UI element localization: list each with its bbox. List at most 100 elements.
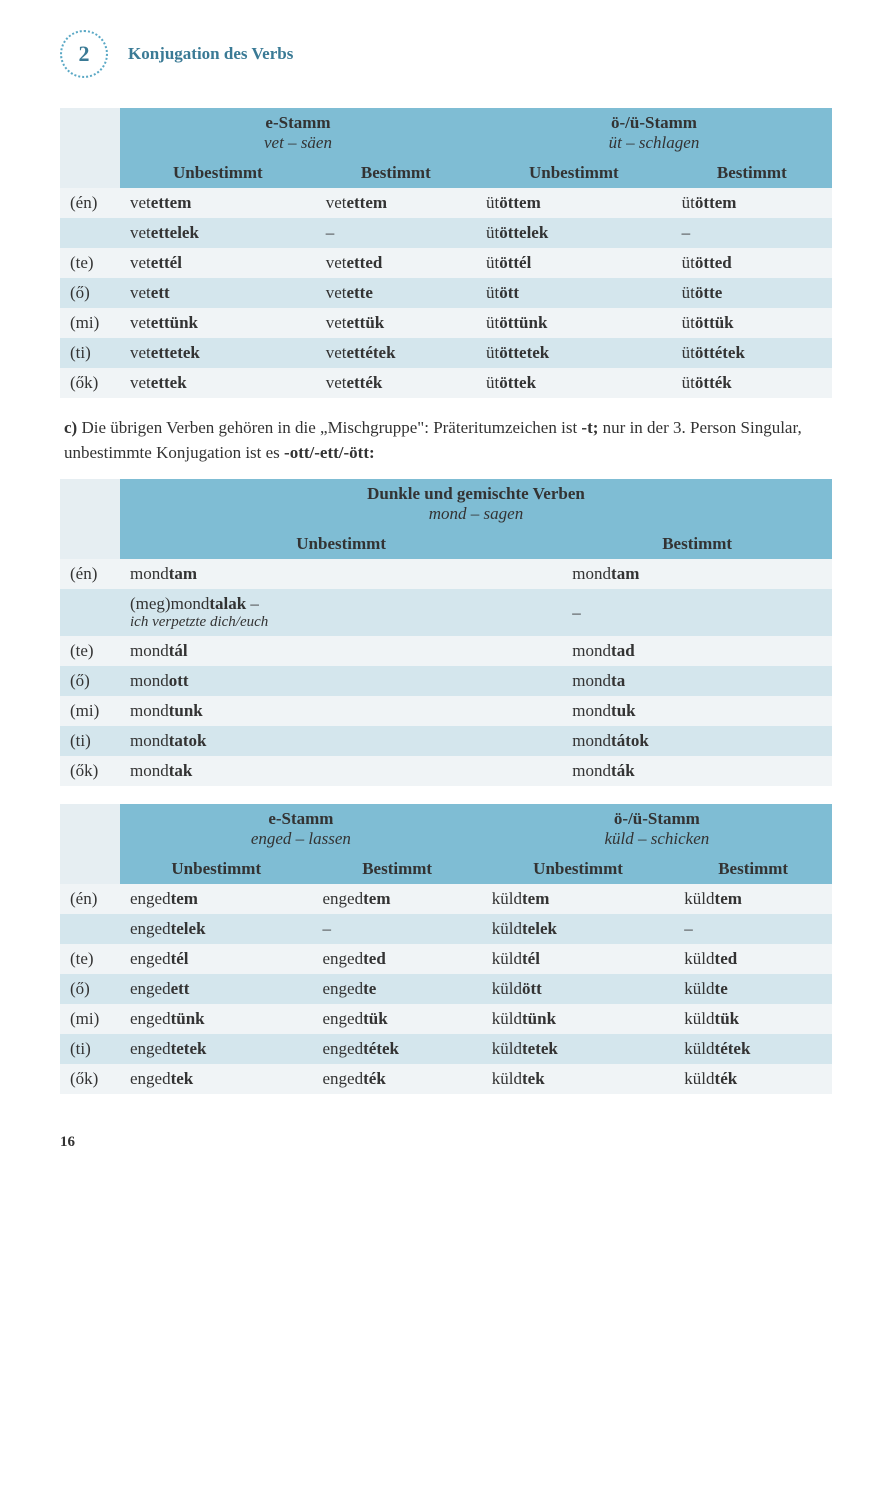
conjugation-cell: engedtelek [120,914,313,944]
table-row: (ő)engedettengedteküldöttküldte [60,974,832,1004]
conjugation-cell: küldtem [674,884,832,914]
conjugation-cell: vetettünk [120,308,316,338]
conjugation-cell: mondtad [562,636,832,666]
conjugation-cell: mondták [562,756,832,786]
conjugation-cell: vetettük [316,308,476,338]
col-header: Bestimmt [313,854,482,884]
table-row: (mi)mondtunkmondtuk [60,696,832,726]
pronoun-cell: (mi) [60,1004,120,1034]
conjugation-cell: vetettétek [316,338,476,368]
conjugation-cell: ütöttetek [476,338,672,368]
empty-cell [60,479,120,529]
conjugation-cell: mondtál [120,636,562,666]
table-row: (mi)vetettünkvetettükütöttünkütöttük [60,308,832,338]
conjugation-table-2: Dunkle und gemischte Verben mond – sagen… [60,479,832,786]
conjugation-cell: engedtem [120,884,313,914]
conjugation-cell: ütöttem [476,188,672,218]
conjugation-cell: küldtem [482,884,675,914]
empty-cell [60,108,120,158]
conjugation-table-1: e-Stamm vet – säen ö-/ü-Stamm üt – schla… [60,108,832,398]
conjugation-cell: engedtünk [120,1004,313,1034]
table-row: (én)vetettemvetettemütöttemütöttem [60,188,832,218]
conjugation-cell: ütöttünk [476,308,672,338]
conjugation-cell: engedtétek [313,1034,482,1064]
table-row: (ő)vetettvetetteütöttütötte [60,278,832,308]
sub-header: Unbestimmt Bestimmt [60,529,832,559]
conjugation-cell: engedték [313,1064,482,1094]
page-number: 16 [60,1134,832,1151]
conjugation-cell: vetett [120,278,316,308]
page-header: 2 Konjugation des Verbs [60,30,832,78]
pronoun-cell: (ő) [60,666,120,696]
table-row: (ti)vetettetekvetettétekütöttetekütöttét… [60,338,832,368]
conjugation-cell: vetette [316,278,476,308]
conjugation-cell: vetettem [316,188,476,218]
pronoun-cell: (ő) [60,278,120,308]
conjugation-cell: vetettelek [120,218,316,248]
pronoun-cell: (én) [60,559,120,589]
table-row: (ti)mondtatokmondtátok [60,726,832,756]
conjugation-cell: küldtünk [482,1004,675,1034]
pronoun-cell [60,914,120,944]
sub-header: Unbestimmt Bestimmt Unbestimmt Bestimmt [60,158,832,188]
chapter-number: 2 [60,30,108,78]
conjugation-cell: küldtek [482,1064,675,1094]
conjugation-cell: engedett [120,974,313,1004]
col-header: Unbestimmt [120,854,313,884]
table-row: engedtelek–küldtelek– [60,914,832,944]
conjugation-cell: – [672,218,832,248]
col-header: Unbestimmt [476,158,672,188]
chapter-title: Konjugation des Verbs [128,44,293,64]
conjugation-cell: küldött [482,974,675,1004]
stem-header: e-Stamm vet – säen [120,108,476,158]
conjugation-cell: – [313,914,482,944]
empty-cell [60,804,120,854]
sub-header: Unbestimmt Bestimmt Unbestimmt Bestimmt [60,854,832,884]
stem-header: ö-/ü-Stamm küld – schicken [482,804,832,854]
conjugation-cell: engedtetek [120,1034,313,1064]
conjugation-cell: küldted [674,944,832,974]
conjugation-cell: vetettetek [120,338,316,368]
conjugation-cell: küldtétek [674,1034,832,1064]
conjugation-cell: mondtunk [120,696,562,726]
conjugation-cell: – [562,589,832,636]
col-header: Bestimmt [562,529,832,559]
conjugation-cell: engedte [313,974,482,1004]
conjugation-cell: ütöttek [476,368,672,398]
pronoun-cell: (mi) [60,696,120,726]
table-row: (ők)vetettekvetettékütöttekütötték [60,368,832,398]
empty-cell [60,854,120,884]
table-row: (ti)engedtetekengedtétekküldtetekküldtét… [60,1034,832,1064]
conjugation-cell: ütöttél [476,248,672,278]
conjugation-cell: – [316,218,476,248]
table-row: (ők)mondtakmondták [60,756,832,786]
conjugation-cell: vetettek [120,368,316,398]
pronoun-cell: (ők) [60,368,120,398]
conjugation-table-3: e-Stamm enged – lassen ö-/ü-Stamm küld –… [60,804,832,1094]
pronoun-cell: (ti) [60,726,120,756]
table-row: (te)engedtélengedtedküldtélküldted [60,944,832,974]
pronoun-cell: (te) [60,248,120,278]
paragraph-c: c) Die übrigen Verben gehören in die „Mi… [60,416,832,465]
conjugation-cell: ütötted [672,248,832,278]
col-header: Unbestimmt [482,854,675,884]
table-row: (mi)engedtünkengedtükküldtünkküldtük [60,1004,832,1034]
stem-header: ö-/ü-Stamm üt – schlagen [476,108,832,158]
pronoun-cell [60,589,120,636]
table-header: e-Stamm enged – lassen ö-/ü-Stamm küld –… [60,804,832,854]
table-header: e-Stamm vet – säen ö-/ü-Stamm üt – schla… [60,108,832,158]
conjugation-cell: vetettem [120,188,316,218]
conjugation-cell: vetetted [316,248,476,278]
conjugation-cell: ütöttelek [476,218,672,248]
col-header: Unbestimmt [120,158,316,188]
conjugation-cell: küldtél [482,944,675,974]
conjugation-cell: engedtem [313,884,482,914]
pronoun-cell [60,218,120,248]
pronoun-cell: (ti) [60,338,120,368]
pronoun-cell: (te) [60,636,120,666]
pronoun-cell: (én) [60,188,120,218]
table-row: (ők)engedtekengedtékküldtekküldték [60,1064,832,1094]
conjugation-cell: küldtelek [482,914,675,944]
table-row: (én)engedtemengedtemküldtemküldtem [60,884,832,914]
conjugation-cell: engedted [313,944,482,974]
